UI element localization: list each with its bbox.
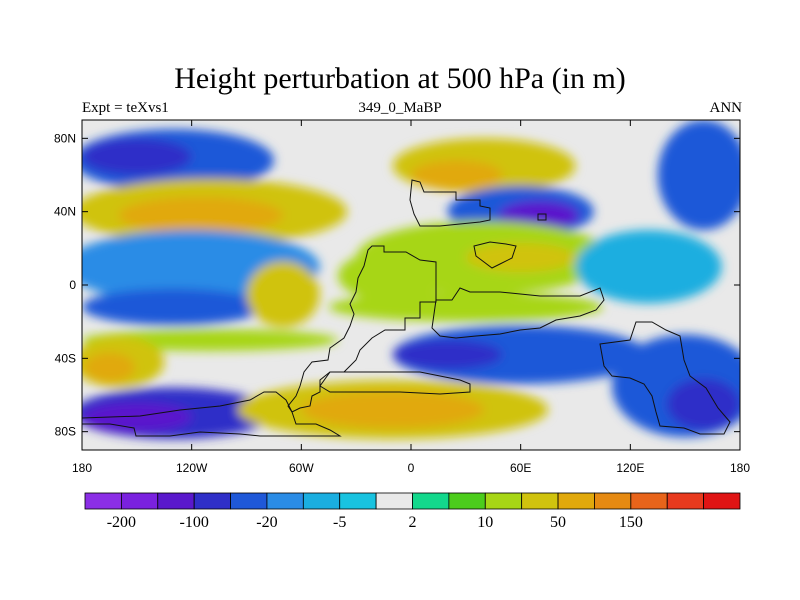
field-region-20 [392,325,649,384]
field-region-3 [118,197,284,234]
colorbar-label-7: 150 [619,514,643,531]
x-tick-label-6: 180 [730,461,750,475]
field-region-23 [666,378,740,430]
colorbar-label-0: -200 [107,514,136,531]
field-region-25 [301,391,485,428]
continent-outlines [82,179,731,437]
colorbar-bin-14 [594,492,632,510]
y-tick-label-2: 0 [69,278,76,292]
field-region-8 [83,352,136,383]
colorbar-label-2: -20 [256,514,277,531]
colorbar-bin-5 [266,492,304,510]
colorbar-label-1: -100 [180,514,209,531]
southern-outline [82,391,342,437]
plot-area [82,120,740,450]
field-region-1 [82,138,192,176]
chart-title: Height perturbation at 500 hPa (in m) [174,62,626,95]
field-region-21 [392,340,503,370]
field-region-26 [246,261,320,328]
x-tick-label-5: 120E [616,461,644,475]
y-tick-label-4: 80S [55,425,76,439]
colorbar-bin-1 [120,492,159,510]
x-tick-label-3: 0 [408,461,415,475]
mid-pacific-outline [319,371,471,395]
colorbar-bin-17 [703,492,741,510]
field-region-5 [82,288,265,326]
australia-outline [599,321,731,435]
colorbar-bin-0 [84,492,122,510]
colorbar-label-4: 2 [409,514,417,531]
x-tick-label-4: 60E [510,461,531,475]
colorbar: -200 -100 -20 -5 2 10 50 150 [84,492,741,531]
x-tick-label-0: 180 [72,461,92,475]
x-tick-label-2: 60W [289,461,314,475]
colorbar-bin-3 [193,492,231,510]
afro-eurasia-outline [409,179,605,339]
americas-outline [287,245,437,413]
colorbar-bin-12 [521,492,559,510]
central-asia-outline [473,241,517,269]
y-tick-label-0: 80N [54,131,76,145]
field-region-27 [337,250,448,302]
x-tick-label-1: 120W [176,461,208,475]
field-region-12 [411,160,503,190]
small-island-outline [537,213,547,221]
colorbar-bin-6 [302,492,341,510]
colorbar-bin-16 [666,492,705,510]
field-region-17 [465,242,576,273]
axis-ticks: 180 120W 60W 0 60E 120E 180 80N 40N 0 40S 80S [54,120,750,475]
colorbar-label-6: 50 [550,514,566,531]
colorbar-bin-9 [412,492,450,510]
colorbar-bin-2 [157,492,195,510]
season-label: ANN [709,100,743,116]
colorbar-label-3: -5 [333,514,346,531]
colorbar-bin-4 [230,492,268,510]
contour-field [82,120,740,439]
colorbar-bin-15 [630,492,668,510]
colorbar-bin-13 [557,492,595,510]
experiment-label: Expt = teXvs1 [82,100,169,116]
y-tick-label-1: 40N [54,205,76,219]
y-tick-label-3: 40S [55,351,76,365]
colorbar-bin-8 [375,492,413,510]
field-region-18 [575,229,722,304]
colorbar-bin-10 [448,492,486,510]
field-region-15 [657,120,740,230]
period-label: 349_0_MaBP [358,100,442,116]
colorbar-bin-11 [484,492,523,510]
colorbar-bin-7 [339,492,377,510]
colorbar-label-5: 10 [477,514,493,531]
